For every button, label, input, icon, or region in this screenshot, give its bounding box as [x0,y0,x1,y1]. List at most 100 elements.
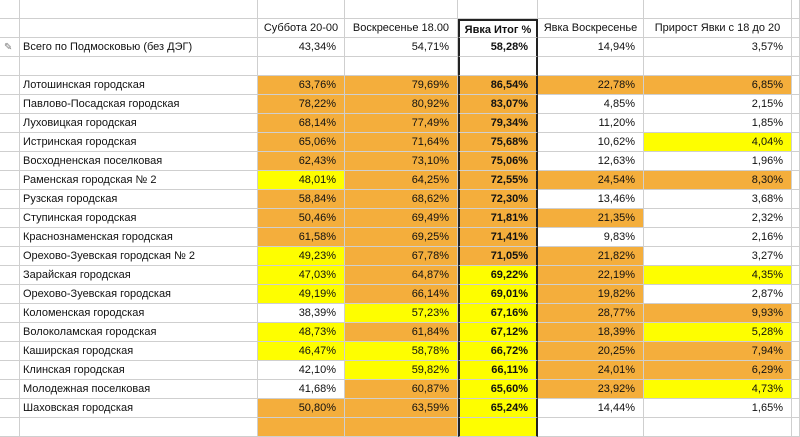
row-total-cell[interactable]: 66,11% [458,361,538,380]
row-header[interactable] [0,114,20,133]
row-growth-cell[interactable]: 4,04% [644,133,792,152]
row-name-cell[interactable]: Истринская городская [20,133,258,152]
row-sunday-cell[interactable]: 14,44% [538,399,644,418]
row-sun18-cell[interactable]: 69,49% [345,209,458,228]
row-header[interactable] [0,133,20,152]
row-sunday-cell[interactable]: 24,01% [538,361,644,380]
row-total-cell[interactable]: 71,05% [458,247,538,266]
row-total-cell[interactable]: 79,34% [458,114,538,133]
row-growth-cell[interactable]: 1,96% [644,152,792,171]
partial-cell[interactable] [258,418,345,437]
row-sun18-cell[interactable]: 64,87% [345,266,458,285]
row-total-cell[interactable]: 65,24% [458,399,538,418]
row-sunday-cell[interactable]: 13,46% [538,190,644,209]
row-header[interactable] [0,418,20,437]
row-total-cell[interactable]: 66,72% [458,342,538,361]
row-header[interactable] [0,399,20,418]
row-name-cell[interactable]: Зарайская городская [20,266,258,285]
row-header[interactable] [0,361,20,380]
row-sun18-cell[interactable]: 66,14% [345,285,458,304]
row-sat-cell[interactable]: 46,47% [258,342,345,361]
row-sat-cell[interactable]: 41,68% [258,380,345,399]
row-header[interactable] [0,323,20,342]
row-header[interactable] [0,228,20,247]
summary-growth-cell[interactable]: 3,57% [644,38,792,57]
row-total-cell[interactable]: 71,81% [458,209,538,228]
row-sun18-cell[interactable]: 68,62% [345,190,458,209]
row-sun18-cell[interactable]: 69,25% [345,228,458,247]
row-sun18-cell[interactable]: 80,92% [345,95,458,114]
empty-cell[interactable] [538,57,644,76]
row-sunday-cell[interactable]: 22,19% [538,266,644,285]
row-header[interactable] [0,342,20,361]
row-total-cell[interactable]: 86,54% [458,76,538,95]
partial-cell[interactable] [20,418,258,437]
row-total-cell[interactable]: 72,55% [458,171,538,190]
partial-cell[interactable] [538,418,644,437]
row-growth-cell[interactable]: 6,85% [644,76,792,95]
row-header[interactable] [0,76,20,95]
row-sunday-cell[interactable]: 18,39% [538,323,644,342]
row-sat-cell[interactable]: 42,10% [258,361,345,380]
row-sat-cell[interactable]: 50,46% [258,209,345,228]
row-sunday-cell[interactable]: 20,25% [538,342,644,361]
partial-cell[interactable] [458,418,538,437]
row-header[interactable] [0,304,20,323]
row-name-cell[interactable]: Раменская городская № 2 [20,171,258,190]
row-growth-cell[interactable]: 6,29% [644,361,792,380]
row-name-cell[interactable]: Луховицкая городская [20,114,258,133]
row-sunday-cell[interactable]: 10,62% [538,133,644,152]
row-sun18-cell[interactable]: 61,84% [345,323,458,342]
row-sat-cell[interactable]: 58,84% [258,190,345,209]
blank-cell[interactable] [644,0,792,19]
row-sunday-cell[interactable]: 11,20% [538,114,644,133]
row-sun18-cell[interactable]: 71,64% [345,133,458,152]
row-sun18-cell[interactable]: 59,82% [345,361,458,380]
row-name-cell[interactable]: Клинская городская [20,361,258,380]
column-header-growth[interactable]: Прирост Явки с 18 до 20 [644,19,792,38]
row-growth-cell[interactable]: 3,68% [644,190,792,209]
row-header[interactable] [0,19,20,38]
row-sat-cell[interactable]: 48,01% [258,171,345,190]
row-growth-cell[interactable]: 8,30% [644,171,792,190]
partial-cell[interactable] [345,418,458,437]
column-header-sunday[interactable]: Явка Воскресенье [538,19,644,38]
column-header-sat[interactable]: Суббота 20-00 [258,19,345,38]
partial-cell[interactable] [644,418,792,437]
row-header[interactable] [0,285,20,304]
row-growth-cell[interactable]: 4,73% [644,380,792,399]
row-sunday-cell[interactable]: 21,35% [538,209,644,228]
row-sunday-cell[interactable]: 12,63% [538,152,644,171]
blank-cell[interactable] [20,0,258,19]
row-growth-cell[interactable]: 1,85% [644,114,792,133]
row-growth-cell[interactable]: 5,28% [644,323,792,342]
row-total-cell[interactable]: 75,06% [458,152,538,171]
row-sun18-cell[interactable]: 57,23% [345,304,458,323]
row-growth-cell[interactable]: 2,16% [644,228,792,247]
row-header[interactable] [0,380,20,399]
empty-cell[interactable] [458,57,538,76]
empty-cell[interactable] [345,57,458,76]
row-sat-cell[interactable]: 47,03% [258,266,345,285]
blank-cell[interactable] [345,0,458,19]
row-total-cell[interactable]: 69,22% [458,266,538,285]
row-sun18-cell[interactable]: 64,25% [345,171,458,190]
row-growth-cell[interactable]: 3,27% [644,247,792,266]
row-name-cell[interactable]: Краснознаменская городская [20,228,258,247]
row-growth-cell[interactable]: 9,93% [644,304,792,323]
row-total-cell[interactable]: 75,68% [458,133,538,152]
column-header-total[interactable]: Явка Итог % [458,19,538,38]
row-sunday-cell[interactable]: 24,54% [538,171,644,190]
row-name-cell[interactable]: Ступинская городская [20,209,258,228]
row-name-cell[interactable]: Лотошинская городская [20,76,258,95]
column-header-sun18[interactable]: Воскресенье 18.00 [345,19,458,38]
row-name-cell[interactable]: Молодежная поселковая [20,380,258,399]
row-header[interactable] [0,209,20,228]
row-sunday-cell[interactable]: 19,82% [538,285,644,304]
row-header[interactable] [0,190,20,209]
row-sat-cell[interactable]: 50,80% [258,399,345,418]
row-header[interactable] [0,95,20,114]
empty-cell[interactable] [258,57,345,76]
row-total-cell[interactable]: 72,30% [458,190,538,209]
row-sunday-cell[interactable]: 28,77% [538,304,644,323]
